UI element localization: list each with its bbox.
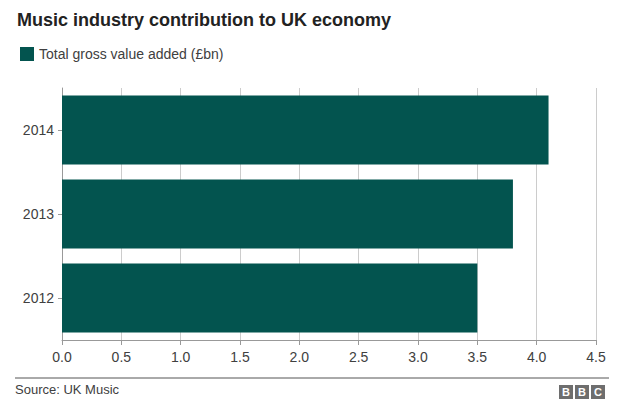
- svg-text:1.0: 1.0: [171, 349, 191, 365]
- svg-text:B: B: [562, 386, 570, 398]
- svg-text:C: C: [594, 386, 602, 398]
- svg-text:2014: 2014: [23, 122, 54, 138]
- svg-text:4.5: 4.5: [586, 349, 606, 365]
- svg-text:B: B: [578, 386, 586, 398]
- svg-text:2013: 2013: [23, 206, 54, 222]
- svg-text:Total gross value added (£bn): Total gross value added (£bn): [39, 46, 223, 62]
- svg-text:Source: UK Music: Source: UK Music: [15, 382, 120, 397]
- svg-text:Music industry contribution to: Music industry contribution to UK econom…: [17, 10, 391, 30]
- svg-text:3.0: 3.0: [408, 349, 428, 365]
- svg-text:3.5: 3.5: [468, 349, 488, 365]
- svg-text:0.5: 0.5: [112, 349, 132, 365]
- svg-text:0.0: 0.0: [52, 349, 72, 365]
- svg-text:1.5: 1.5: [230, 349, 250, 365]
- svg-text:4.0: 4.0: [527, 349, 547, 365]
- svg-text:2.5: 2.5: [349, 349, 369, 365]
- svg-text:2.0: 2.0: [290, 349, 310, 365]
- svg-text:2012: 2012: [23, 290, 54, 306]
